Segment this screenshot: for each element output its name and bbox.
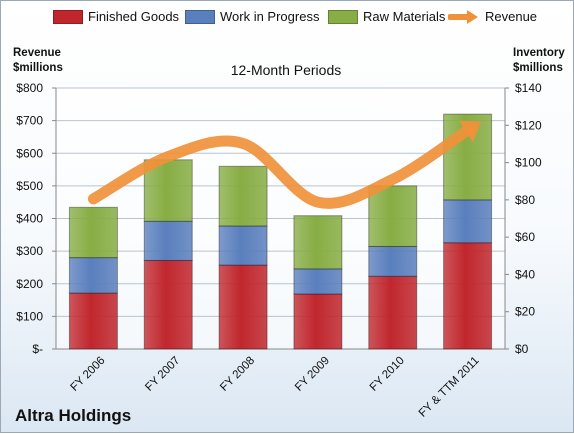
legend-swatch-arrow <box>448 9 478 24</box>
legend-swatch <box>185 9 215 24</box>
legend-item: Work in Progress <box>185 9 319 24</box>
left-axis-title: Revenue $millions <box>13 46 63 76</box>
right-tick-label: $80 <box>515 193 535 207</box>
left-tick-label: $200 <box>16 277 43 291</box>
left-tick-label: $- <box>32 342 43 356</box>
category-label: FY 2008 <box>218 355 257 394</box>
revenue-line <box>87 124 474 209</box>
bar-raw-materials <box>293 215 343 270</box>
category-label: FY 2006 <box>68 355 107 394</box>
legend-item: Finished Goods <box>53 9 179 24</box>
bar-work-in-progress <box>293 268 343 295</box>
right-tick-label: $100 <box>515 156 542 170</box>
category-label: FY & TTM 2011 <box>417 355 482 420</box>
bar-finished-goods <box>218 264 268 350</box>
legend-item: Revenue <box>448 9 537 24</box>
legend-label: Raw Materials <box>363 9 446 24</box>
bar-finished-goods <box>443 242 493 350</box>
left-tick-label: $300 <box>16 244 43 258</box>
right-tick-label: $0 <box>515 342 529 356</box>
category-label: FY 2007 <box>143 355 182 394</box>
legend-swatch <box>328 9 358 24</box>
legend-label: Work in Progress <box>220 9 320 24</box>
left-tick-label: $100 <box>16 309 43 323</box>
category-label: FY 2010 <box>368 355 407 394</box>
right-axis-title-line1: Inventory <box>513 47 565 59</box>
right-tick-label: $60 <box>515 230 535 244</box>
bar-raw-materials <box>218 165 268 227</box>
left-tick-label: $700 <box>16 114 43 128</box>
chart-subtitle: 12-Month Periods <box>230 62 342 78</box>
bar-finished-goods <box>143 259 193 350</box>
legend: Finished Goods Work in Progress Raw Materi… <box>1 9 574 29</box>
right-tick-label: $40 <box>515 267 535 281</box>
bar-raw-materials <box>68 206 118 259</box>
bar-work-in-progress <box>218 225 268 266</box>
right-tick-label: $140 <box>515 81 542 95</box>
legend-label: Finished Goods <box>88 9 180 24</box>
bar-work-in-progress <box>143 220 193 261</box>
bar-raw-materials <box>368 185 418 247</box>
right-tick-label: $120 <box>515 118 542 132</box>
bar-work-in-progress <box>368 245 418 277</box>
right-axis-title-line2: $millions <box>513 62 563 74</box>
legend-item: Raw Materials <box>328 9 445 24</box>
left-axis-title-line1: Revenue <box>13 47 61 59</box>
right-tick-label: $20 <box>515 305 535 319</box>
left-axis-title-line2: $millions <box>13 62 63 74</box>
left-tick-label: $600 <box>16 146 43 160</box>
left-tick-label: $500 <box>16 179 43 193</box>
left-tick-label: $400 <box>16 212 43 226</box>
category-label: FY 2009 <box>293 355 332 394</box>
revenue-arrowhead <box>458 120 481 143</box>
bar-work-in-progress <box>443 199 493 244</box>
company-name: Altra Holdings <box>15 406 132 425</box>
legend-swatch <box>53 9 83 24</box>
bar-work-in-progress <box>68 257 118 294</box>
legend-label: Revenue <box>485 9 538 24</box>
left-tick-label: $800 <box>16 81 43 95</box>
bar-finished-goods <box>293 293 343 350</box>
right-axis-title: Inventory $millions <box>513 46 565 76</box>
bar-finished-goods <box>68 292 118 350</box>
bar-finished-goods <box>368 275 418 350</box>
